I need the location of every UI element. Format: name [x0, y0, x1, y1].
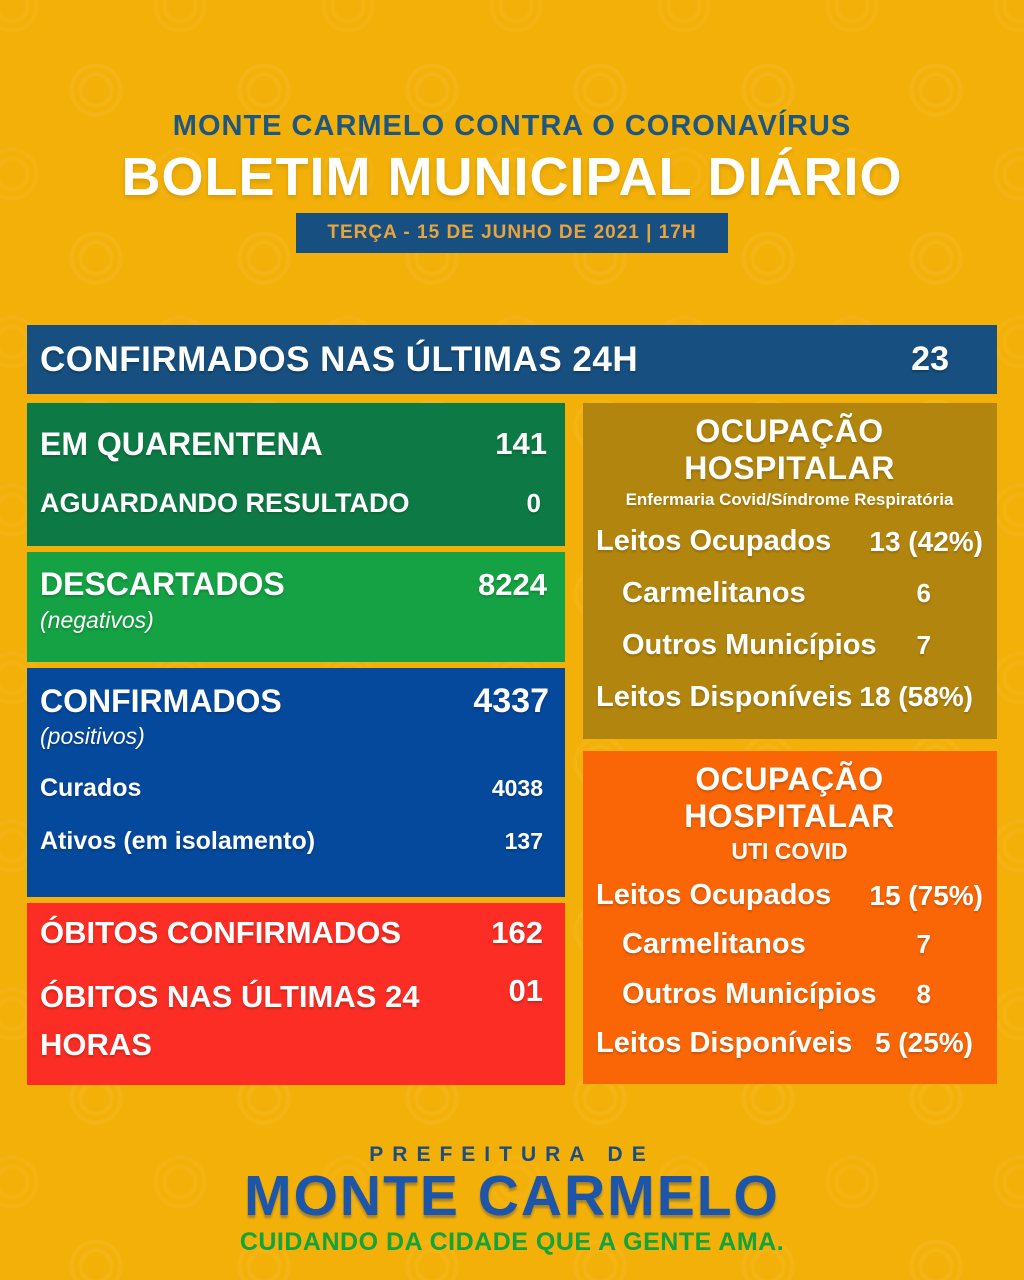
- icu-other-cities-row: Outros Municípios 8: [596, 978, 983, 1011]
- icu-beds-occupied-label: Leitos Ocupados: [596, 879, 832, 912]
- ward-beds-occupied-value: 13 (42%): [869, 525, 983, 557]
- ward-carmelitanos-value: 6: [916, 578, 931, 609]
- icu-carmelitanos-label: Carmelitanos: [622, 928, 806, 961]
- ward-beds-available-value: 18 (58%): [859, 681, 973, 713]
- confirmed-24h-bar: CONFIRMADOS NAS ÚLTIMAS 24H 23: [27, 325, 997, 394]
- deaths-24h-value: 01: [508, 973, 543, 1008]
- deaths-24h-row: ÓBITOS NAS ÚLTIMAS 24 HORAS 01: [40, 973, 543, 1069]
- deaths-confirmed-label: ÓBITOS CONFIRMADOS: [40, 915, 402, 950]
- ward-carmelitanos-label: Carmelitanos: [622, 577, 806, 610]
- quarantine-value: 141: [495, 426, 547, 462]
- discarded-box: DESCARTADOS 8224 (negativos): [27, 552, 565, 662]
- awaiting-result-row: AGUARDANDO RESULTADO 0: [40, 488, 547, 519]
- cured-value: 4038: [491, 775, 543, 801]
- discarded-sublabel: (negativos): [40, 607, 154, 633]
- discarded-value: 8224: [478, 566, 547, 602]
- ward-occupancy-subtitle: Enfermaria Covid/Síndrome Respiratória: [625, 490, 954, 509]
- ward-occupancy-rows: Leitos Ocupados 13 (42%) Carmelitanos 6 …: [596, 516, 983, 723]
- ward-other-cities-row: Outros Municípios 7: [596, 629, 983, 662]
- confirmed-label: CONFIRMADOS: [40, 683, 282, 719]
- confirmed-24h-label: CONFIRMADOS NAS ÚLTIMAS 24H: [40, 339, 639, 379]
- cured-label: Curados: [40, 774, 142, 802]
- deaths-24h-label: ÓBITOS NAS ÚLTIMAS 24 HORAS: [40, 979, 420, 1063]
- awaiting-result-label: AGUARDANDO RESULTADO: [40, 488, 410, 519]
- awaiting-result-value: 0: [526, 488, 541, 519]
- campaign-title: MONTE CARMELO CONTRA O CORONAVÍRUS: [172, 110, 852, 142]
- icu-occupancy-rows: Leitos Ocupados 15 (75%) Carmelitanos 7 …: [596, 871, 983, 1068]
- discarded-row: DESCARTADOS 8224: [40, 566, 547, 603]
- page-title: BOLETIM MUNICIPAL DIÁRIO: [121, 147, 903, 207]
- active-label: Ativos (em isolamento): [40, 827, 316, 855]
- icu-occupancy-title: OCUPAÇÃO HOSPITALAR: [684, 761, 895, 834]
- cured-row: Curados 4038: [40, 774, 549, 803]
- ward-beds-available-row: Leitos Disponíveis 18 (58%): [596, 681, 983, 714]
- deaths-box: ÓBITOS CONFIRMADOS 162 ÓBITOS NAS ÚLTIMA…: [27, 903, 565, 1085]
- date-badge: TERÇA - 15 DE JUNHO DE 2021 | 17H: [296, 213, 728, 253]
- ward-other-cities-value: 7: [916, 629, 931, 660]
- icu-beds-available-label: Leitos Disponíveis: [596, 1026, 853, 1059]
- confirmed-value: 4337: [473, 682, 549, 720]
- icu-occupancy-subtitle: UTI COVID: [731, 838, 848, 864]
- icu-beds-occupied-value: 15 (75%): [869, 879, 983, 911]
- footer-tagline: CUIDANDO DA CIDADE QUE A GENTE AMA.: [239, 1228, 785, 1256]
- confirmed-box: CONFIRMADOS 4337 (positivos) Curados 403…: [27, 668, 565, 897]
- ward-occupancy-title: OCUPAÇÃO HOSPITALAR: [684, 413, 895, 486]
- ward-beds-available-label: Leitos Disponíveis: [596, 680, 853, 713]
- icu-other-cities-label: Outros Municípios: [622, 977, 877, 1010]
- city-logo-text: MONTE CARMELO: [244, 1164, 780, 1228]
- icu-beds-available-row: Leitos Disponíveis 5 (25%): [596, 1027, 983, 1060]
- icu-occupancy-box: OCUPAÇÃO HOSPITALAR UTI COVID Leitos Ocu…: [583, 751, 997, 1084]
- confirmed-24h-value: 23: [911, 340, 949, 378]
- quarantine-label: EM QUARENTENA: [40, 425, 323, 462]
- ward-occupancy-box: OCUPAÇÃO HOSPITALAR Enfermaria Covid/Sín…: [583, 403, 997, 739]
- icu-carmelitanos-value: 7: [916, 929, 931, 960]
- icu-beds-occupied-row: Leitos Ocupados 15 (75%): [596, 879, 983, 912]
- icu-beds-available-value: 5 (25%): [874, 1027, 973, 1059]
- deaths-confirmed-value: 162: [491, 915, 543, 950]
- active-value: 137: [504, 828, 543, 854]
- ward-beds-occupied-label: Leitos Ocupados: [596, 525, 832, 558]
- icu-other-cities-value: 8: [916, 978, 931, 1009]
- ward-other-cities-label: Outros Municípios: [622, 628, 877, 661]
- ward-beds-occupied-row: Leitos Ocupados 13 (42%): [596, 525, 983, 558]
- footer-superline: PREFEITURA DE: [369, 1143, 655, 1166]
- quarantine-row: EM QUARENTENA 141: [40, 426, 547, 463]
- confirmed-sublabel: (positivos): [40, 723, 145, 749]
- quarantine-box: EM QUARENTENA 141 AGUARDANDO RESULTADO 0: [27, 403, 565, 546]
- discarded-label: DESCARTADOS: [40, 566, 285, 602]
- icu-carmelitanos-row: Carmelitanos 7: [596, 928, 983, 961]
- confirmed-total-row: CONFIRMADOS 4337: [40, 682, 549, 721]
- ward-carmelitanos-row: Carmelitanos 6: [596, 577, 983, 610]
- deaths-confirmed-row: ÓBITOS CONFIRMADOS 162: [40, 915, 543, 951]
- active-row: Ativos (em isolamento) 137: [40, 827, 549, 856]
